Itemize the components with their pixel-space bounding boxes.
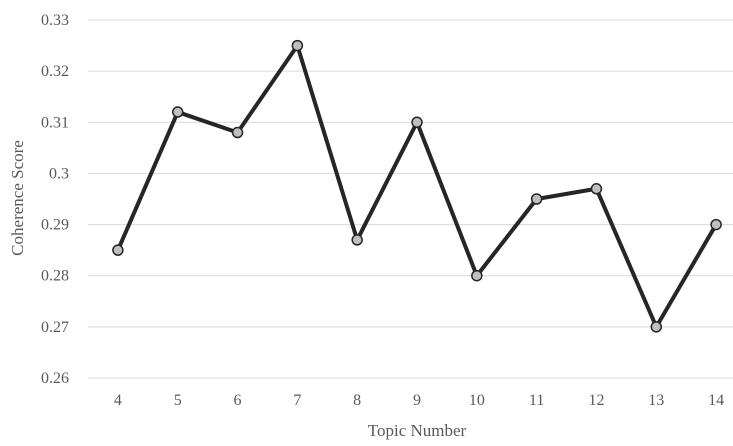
series-line: [115, 43, 719, 329]
y-axis-ticks: 0.26 0.27 0.28 0.29 0.3 0.31 0.32 0.33: [41, 12, 69, 387]
y-axis-title: Coherence Score: [8, 140, 27, 256]
x-tick-label: 10: [469, 392, 485, 409]
x-axis-ticks: 4 5 6 7 8 9 10 11 12 13 14: [114, 392, 724, 409]
x-tick-label: 7: [293, 392, 301, 409]
gridlines: [88, 19, 733, 379]
y-tick-label: 0.27: [41, 319, 69, 336]
x-tick-label: 13: [648, 392, 664, 409]
y-tick-label: 0.29: [41, 217, 69, 234]
data-point: [112, 244, 124, 256]
data-point: [710, 218, 722, 231]
y-tick-label: 0.31: [41, 114, 69, 131]
data-point: [291, 39, 304, 52]
data-point: [351, 234, 363, 246]
y-tick-label: 0.26: [41, 370, 69, 387]
data-point: [411, 116, 423, 129]
data-point: [530, 193, 543, 205]
y-tick-label: 0.33: [41, 12, 69, 29]
data-point: [231, 126, 244, 139]
data-point: [171, 106, 184, 118]
series-layer: [112, 39, 722, 333]
y-tick-label: 0.28: [41, 268, 69, 285]
data-point: [650, 321, 663, 333]
y-tick-label: 0.3: [49, 165, 69, 182]
x-tick-label: 11: [529, 392, 544, 409]
y-tick-label: 0.32: [41, 63, 69, 80]
x-tick-label: 9: [413, 392, 421, 409]
x-tick-label: 8: [353, 392, 361, 409]
data-point: [471, 269, 483, 282]
data-point: [590, 183, 603, 195]
x-tick-label: 6: [234, 392, 242, 409]
x-tick-label: 4: [114, 392, 122, 409]
x-tick-label: 12: [588, 392, 604, 409]
x-axis-title: Topic Number: [368, 421, 467, 440]
x-tick-label: 5: [174, 392, 182, 409]
x-tick-label: 14: [708, 392, 724, 409]
